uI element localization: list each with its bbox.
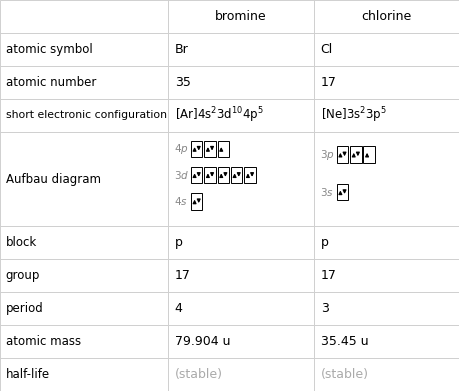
Text: group: group xyxy=(6,269,40,282)
Bar xyxy=(0,132,168,226)
Bar xyxy=(168,0,313,33)
Bar xyxy=(168,358,313,391)
Bar xyxy=(0,358,168,391)
Bar xyxy=(168,259,313,292)
Text: p: p xyxy=(174,236,182,249)
Bar xyxy=(0,292,168,325)
Text: (stable): (stable) xyxy=(174,368,222,381)
Bar xyxy=(168,292,313,325)
Text: $4p$: $4p$ xyxy=(174,142,188,156)
Bar xyxy=(217,141,229,157)
Text: period: period xyxy=(6,302,43,315)
Bar xyxy=(190,141,202,157)
Bar xyxy=(190,167,202,183)
Bar xyxy=(168,66,313,99)
Bar xyxy=(313,325,459,358)
Bar xyxy=(217,167,229,183)
Text: $3p$: $3p$ xyxy=(319,147,334,161)
Text: atomic number: atomic number xyxy=(6,76,95,89)
Bar xyxy=(313,226,459,259)
Bar xyxy=(168,33,313,66)
Text: Cl: Cl xyxy=(320,43,332,56)
Bar xyxy=(0,226,168,259)
Text: block: block xyxy=(6,236,37,249)
Text: 79.904 u: 79.904 u xyxy=(174,335,230,348)
Bar xyxy=(168,325,313,358)
Bar xyxy=(313,358,459,391)
Bar xyxy=(363,146,374,163)
Text: 4: 4 xyxy=(174,302,182,315)
Text: 35: 35 xyxy=(174,76,190,89)
Bar xyxy=(0,325,168,358)
Bar xyxy=(204,167,215,183)
Text: Br: Br xyxy=(174,43,188,56)
Text: short electronic configuration: short electronic configuration xyxy=(6,110,166,120)
Text: $3d$: $3d$ xyxy=(174,169,189,181)
Bar xyxy=(313,132,459,226)
Bar xyxy=(204,141,215,157)
Bar xyxy=(336,146,347,163)
Bar xyxy=(349,146,361,163)
Text: atomic mass: atomic mass xyxy=(6,335,80,348)
Text: $4s$: $4s$ xyxy=(174,196,187,207)
Text: (stable): (stable) xyxy=(320,368,368,381)
Bar xyxy=(0,66,168,99)
Text: half-life: half-life xyxy=(6,368,50,381)
Bar xyxy=(313,292,459,325)
Text: 17: 17 xyxy=(174,269,190,282)
Text: Aufbau diagram: Aufbau diagram xyxy=(6,172,101,185)
Text: $3s$: $3s$ xyxy=(319,186,333,198)
Bar xyxy=(313,66,459,99)
Bar xyxy=(244,167,255,183)
Text: bromine: bromine xyxy=(214,10,266,23)
Text: 17: 17 xyxy=(320,269,336,282)
Text: p: p xyxy=(320,236,328,249)
Bar xyxy=(313,259,459,292)
Bar xyxy=(336,184,347,201)
Text: 35.45 u: 35.45 u xyxy=(320,335,368,348)
Text: chlorine: chlorine xyxy=(361,10,411,23)
Bar xyxy=(168,99,313,132)
Bar xyxy=(190,193,202,210)
Text: $\mathregular{[Ar]4s^{2}3d^{10}4p^{5}}$: $\mathregular{[Ar]4s^{2}3d^{10}4p^{5}}$ xyxy=(174,106,263,125)
Bar xyxy=(313,99,459,132)
Text: 17: 17 xyxy=(320,76,336,89)
Bar xyxy=(313,0,459,33)
Bar xyxy=(230,167,242,183)
Bar xyxy=(168,132,313,226)
Bar xyxy=(0,99,168,132)
Bar xyxy=(0,33,168,66)
Bar xyxy=(0,0,168,33)
Bar xyxy=(168,226,313,259)
Bar xyxy=(313,33,459,66)
Text: $\mathregular{[Ne]3s^{2}3p^{5}}$: $\mathregular{[Ne]3s^{2}3p^{5}}$ xyxy=(320,106,386,125)
Text: atomic symbol: atomic symbol xyxy=(6,43,92,56)
Text: 3: 3 xyxy=(320,302,328,315)
Bar xyxy=(0,259,168,292)
